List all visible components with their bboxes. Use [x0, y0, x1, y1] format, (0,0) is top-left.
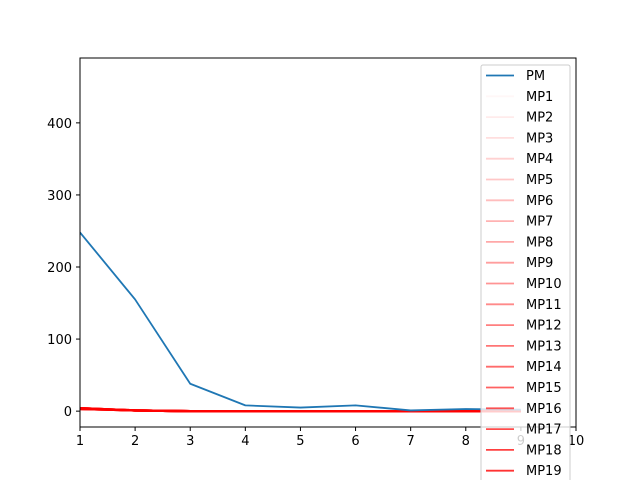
legend-box	[480, 64, 571, 480]
legend-label-mp13: MP13	[526, 339, 562, 354]
legend-label-mp18: MP18	[526, 443, 562, 458]
y-tick-label: 100	[47, 333, 72, 348]
legend-label-mp14: MP14	[526, 360, 562, 375]
legend-label-mp12: MP12	[526, 319, 562, 334]
x-tick-label: 3	[186, 434, 194, 449]
axes-frame	[79, 57, 577, 428]
x-tick-label: 6	[351, 434, 359, 449]
legend-label-mp3: MP3	[526, 131, 553, 146]
legend-label-mp1: MP1	[526, 90, 553, 105]
series-line-mp19	[80, 407, 521, 413]
y-tick-label: 400	[47, 117, 72, 132]
x-tick-label: 4	[241, 434, 249, 449]
y-tick-label: 0	[64, 405, 72, 420]
series-layer	[80, 231, 521, 413]
x-tick-label: 5	[296, 434, 304, 449]
legend-label-mp4: MP4	[526, 152, 553, 167]
series-line-pm	[80, 231, 521, 412]
legend-label-mp17: MP17	[526, 423, 562, 438]
legend: PM MP1 MP2 MP3 MP4 MP5 MP6 MP7 MP8 MP9 MP10 MP11 MP1…	[480, 64, 571, 480]
y-tick-label: 300	[47, 189, 72, 204]
legend-label-mp10: MP10	[526, 277, 562, 292]
legend-label-mp19: MP19	[526, 464, 562, 479]
legend-label-pm: PM	[526, 69, 545, 84]
x-tick-label: 10	[568, 434, 585, 449]
legend-label-mp15: MP15	[526, 381, 562, 396]
legend-label-mp7: MP7	[526, 215, 553, 230]
ticks-layer: 123456789100100200300400	[47, 117, 584, 449]
legend-label-mp11: MP11	[526, 298, 562, 313]
legend-label-mp5: MP5	[526, 173, 553, 188]
y-tick-label: 200	[47, 261, 72, 276]
legend-label-mp8: MP8	[526, 235, 553, 250]
x-tick-label: 2	[131, 434, 139, 449]
legend-label-mp16: MP16	[526, 402, 562, 417]
x-tick-label: 1	[76, 434, 84, 449]
legend-label-mp6: MP6	[526, 194, 553, 209]
x-tick-label: 7	[407, 434, 415, 449]
legend-label-mp9: MP9	[526, 256, 553, 271]
x-tick-label: 8	[462, 434, 470, 449]
legend-label-mp2: MP2	[526, 111, 553, 126]
